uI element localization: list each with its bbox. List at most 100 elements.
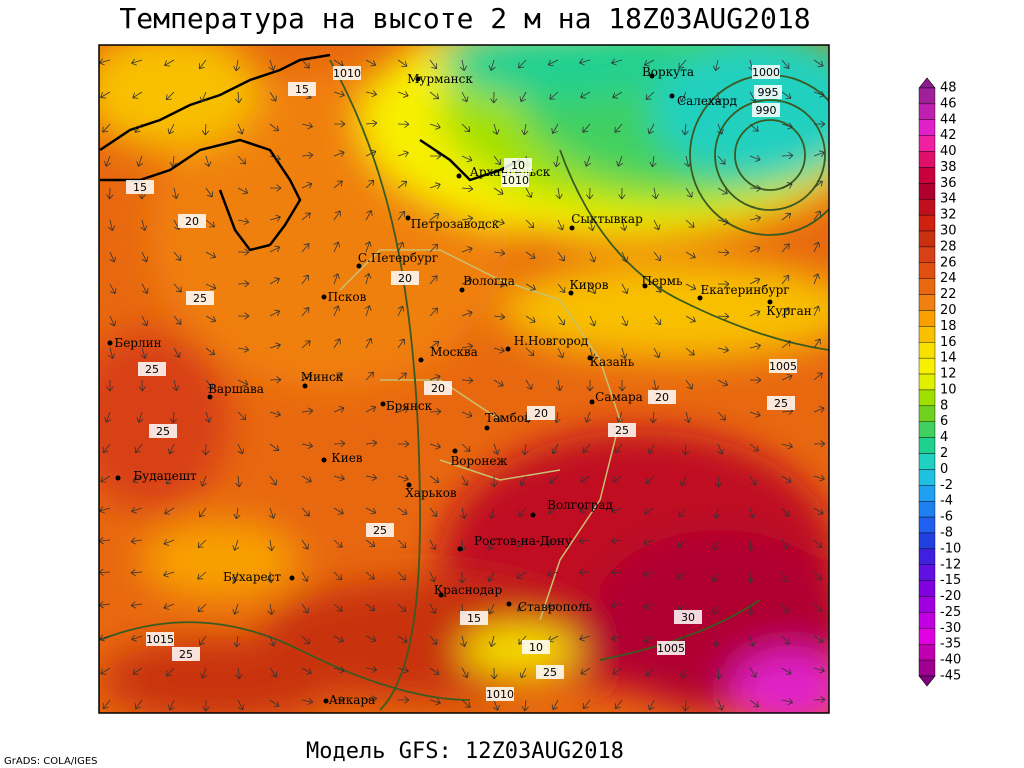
- contour-label: 25: [193, 292, 207, 305]
- wind-arrow: [132, 475, 143, 483]
- wind-arrow: [616, 411, 624, 423]
- colorbar-label: 0: [940, 462, 948, 477]
- wind-arrow: [516, 539, 527, 548]
- wind-arrow: [173, 283, 182, 293]
- wind-arrow: [429, 635, 438, 645]
- colorbar-label: 40: [940, 144, 957, 159]
- colorbar-label: 42: [940, 128, 957, 143]
- city-dot: [405, 215, 411, 221]
- contour-label-box: [501, 173, 529, 187]
- wind-arrow: [301, 635, 310, 645]
- wind-arrow: [140, 219, 148, 231]
- colorbar-bin: [918, 532, 936, 550]
- wind-arrow: [333, 695, 346, 704]
- wind-arrow: [365, 665, 378, 673]
- wind-arrow: [333, 440, 346, 448]
- wind-arrow: [487, 539, 495, 551]
- wind-arrow: [429, 539, 437, 551]
- wind-arrow: [429, 603, 437, 615]
- colorbar-bin: [918, 644, 936, 661]
- colorbar-bin: [918, 405, 936, 422]
- wind-arrow: [301, 340, 311, 349]
- wind-arrow: [588, 219, 596, 231]
- colorbar-label: -4: [940, 494, 953, 509]
- wind-arrow: [461, 246, 473, 253]
- wind-arrow: [519, 91, 527, 103]
- wind-arrow: [268, 635, 276, 647]
- wind-arrow: [582, 699, 591, 710]
- wind-arrow: [781, 507, 790, 517]
- coastline: [99, 53, 521, 252]
- wind-arrow: [333, 241, 341, 253]
- wind-arrow: [169, 155, 177, 168]
- wind-arrow: [645, 91, 655, 100]
- contour-label-box: [333, 66, 361, 80]
- contour-label-box: [424, 381, 452, 395]
- wind-arrow: [610, 601, 623, 609]
- contour-label: 1005: [657, 642, 685, 655]
- colorbar-bin: [918, 230, 936, 248]
- wind-arrow: [461, 185, 474, 193]
- map-frame: [98, 44, 830, 714]
- map-title: Температура на высоте 2 м на 18Z03AUG201…: [119, 2, 810, 35]
- wind-arrow: [269, 475, 277, 486]
- wind-arrow: [813, 372, 823, 381]
- contour-label: 20: [185, 215, 199, 228]
- wind-arrow: [578, 568, 591, 577]
- wind-arrow: [643, 59, 655, 67]
- city-label: Петрозаводск: [411, 217, 500, 231]
- city-label: Тамбов: [485, 411, 531, 425]
- wind-arrow: [332, 273, 340, 285]
- wind-arrow: [493, 280, 506, 289]
- wind-arrow: [461, 376, 474, 385]
- colorbar-bin: [918, 310, 936, 327]
- city-dot: [418, 357, 424, 363]
- wind-arrow: [461, 475, 469, 487]
- wind-arrow: [614, 443, 623, 454]
- wind-arrow: [582, 443, 591, 453]
- wind-arrow: [781, 59, 790, 69]
- colorbar-label: 16: [940, 335, 957, 350]
- wind-arrow: [781, 91, 792, 99]
- wind-arrow: [614, 699, 623, 710]
- city-label: Вологда: [463, 274, 515, 288]
- wind-arrow: [429, 571, 437, 583]
- colorbar-bin: [918, 469, 936, 486]
- contour-label: 25: [543, 666, 557, 679]
- wind-arrow: [429, 91, 440, 100]
- wind-arrow: [397, 338, 405, 349]
- wind-arrow: [717, 312, 730, 321]
- wind-arrow: [199, 635, 207, 646]
- wind-arrow: [397, 305, 405, 317]
- colorbar-bin: [918, 167, 936, 184]
- colorbar-label: -25: [940, 605, 961, 620]
- wind-arrow: [749, 309, 761, 317]
- wind-arrow: [521, 443, 529, 456]
- contour-label: 20: [398, 272, 412, 285]
- wind-arrow: [518, 59, 527, 69]
- wind-arrow: [397, 180, 408, 189]
- wind-arrow: [653, 251, 662, 262]
- wind-arrow: [493, 379, 504, 387]
- city-dot: [669, 93, 675, 99]
- contour-label: 995: [758, 86, 779, 99]
- wind-arrow: [781, 151, 794, 160]
- wind-arrow: [102, 699, 111, 710]
- wind-arrow: [813, 571, 823, 581]
- city-label: Ставрополь: [518, 600, 592, 614]
- colorbar-label: 18: [940, 319, 957, 334]
- wind-arrow: [519, 475, 527, 487]
- wind-arrow: [749, 184, 762, 192]
- wind-arrow: [131, 58, 143, 66]
- wind-arrow: [525, 251, 536, 259]
- wind-arrow: [365, 210, 373, 221]
- wind-arrow: [611, 634, 623, 642]
- wind-arrow: [557, 283, 566, 293]
- wind-arrow: [397, 91, 409, 98]
- wind-arrow: [429, 442, 441, 450]
- colorbar-label: 14: [940, 351, 957, 366]
- wind-arrow: [333, 210, 341, 221]
- colorbar-bin: [918, 294, 936, 311]
- colorbar-label: -45: [940, 669, 961, 684]
- city-dot: [380, 401, 386, 407]
